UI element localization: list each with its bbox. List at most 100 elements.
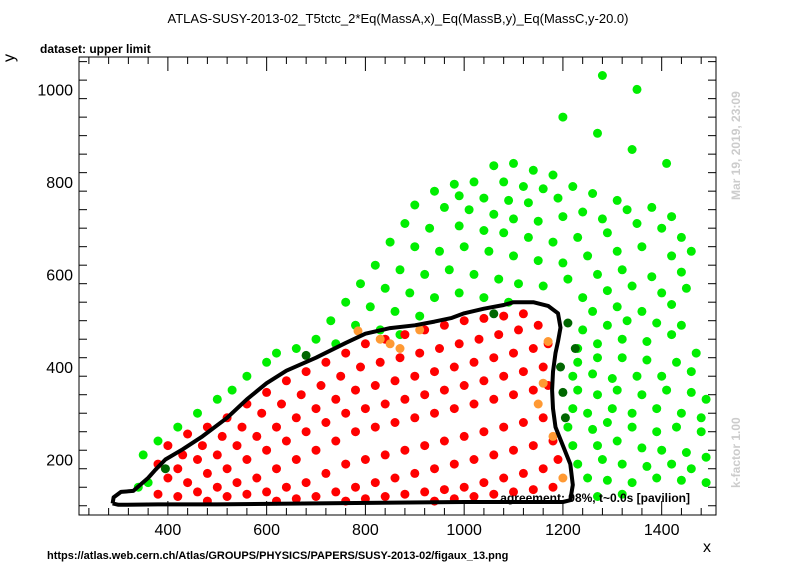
point-excluded — [173, 464, 183, 474]
point-allowed — [696, 427, 706, 437]
point-allowed — [676, 475, 686, 485]
plot-frame — [78, 56, 717, 516]
point-allowed — [652, 318, 662, 328]
point-excluded — [395, 353, 405, 363]
point-excluded — [242, 455, 252, 464]
point-excluded — [390, 473, 400, 483]
point-allowed — [509, 214, 518, 224]
y-axis-label: y — [1, 54, 18, 62]
point-allowed — [667, 251, 677, 261]
point-allowed — [681, 283, 691, 293]
point-allowed — [597, 214, 607, 224]
point-allowed — [573, 459, 583, 469]
point-allowed — [593, 390, 602, 400]
point-allowed — [657, 371, 667, 381]
point-allowed — [469, 177, 479, 187]
point-allowed — [647, 272, 657, 282]
point-allowed-disagree — [160, 464, 170, 474]
point-excluded — [509, 348, 518, 358]
point-allowed — [593, 269, 602, 279]
point-allowed — [523, 198, 533, 208]
point-allowed-disagree — [560, 413, 570, 423]
point-allowed — [479, 193, 489, 203]
point-excluded — [197, 441, 207, 451]
point-excluded — [163, 473, 173, 483]
point-allowed — [365, 302, 375, 312]
point-excluded — [538, 362, 548, 372]
point-allowed — [395, 265, 405, 275]
point-allowed — [528, 165, 538, 175]
point-allowed — [696, 413, 706, 423]
point-excluded — [291, 494, 301, 504]
point-allowed — [341, 297, 351, 307]
point-allowed — [454, 191, 464, 201]
point-excluded — [459, 316, 469, 326]
point-allowed — [637, 242, 647, 252]
point-allowed — [627, 478, 637, 488]
point-excluded — [153, 489, 163, 499]
point-excluded — [518, 309, 528, 319]
point-allowed — [691, 348, 701, 358]
point-allowed — [454, 221, 464, 231]
point-allowed — [588, 189, 598, 198]
point-excluded — [400, 394, 410, 404]
point-excluded — [232, 441, 242, 451]
point-allowed — [588, 424, 598, 434]
point-excluded — [321, 357, 331, 367]
point-allowed — [380, 283, 390, 293]
point-allowed-disagree — [570, 344, 580, 353]
point-allowed — [602, 320, 612, 330]
point-excluded-disagree — [353, 326, 363, 336]
point-excluded — [301, 367, 311, 377]
point-excluded — [222, 464, 232, 474]
point-allowed — [607, 374, 617, 383]
point-allowed — [602, 228, 612, 238]
point-excluded — [380, 399, 390, 409]
point-excluded — [435, 344, 444, 353]
point-allowed — [642, 337, 652, 346]
point-excluded — [459, 431, 469, 441]
point-excluded — [341, 459, 351, 469]
point-allowed-disagree — [556, 362, 565, 372]
point-allowed — [212, 394, 222, 404]
point-allowed — [602, 286, 612, 296]
point-allowed — [499, 177, 509, 187]
point-excluded — [459, 482, 469, 492]
point-allowed — [701, 452, 711, 462]
point-excluded — [331, 436, 341, 446]
point-excluded — [430, 464, 439, 474]
point-excluded — [356, 362, 365, 372]
point-allowed — [676, 320, 686, 330]
point-allowed — [593, 441, 602, 451]
point-allowed — [662, 385, 672, 395]
point-allowed — [533, 216, 543, 226]
point-excluded — [479, 376, 489, 386]
point-excluded — [430, 367, 439, 377]
point-excluded — [370, 381, 380, 390]
point-allowed — [701, 394, 711, 404]
point-allowed — [632, 219, 642, 228]
point-excluded — [222, 492, 232, 501]
point-excluded — [553, 455, 563, 464]
x-axis-label: x — [703, 539, 711, 556]
point-excluded — [489, 489, 499, 499]
point-allowed — [686, 387, 696, 397]
point-excluded — [331, 394, 341, 404]
y-tick-label: 1000 — [37, 82, 73, 99]
point-allowed — [642, 355, 652, 365]
point-excluded — [291, 413, 301, 423]
point-excluded — [509, 445, 518, 455]
point-excluded — [360, 404, 370, 414]
point-excluded — [301, 478, 311, 488]
point-allowed — [667, 212, 677, 222]
point-excluded — [163, 441, 173, 451]
point-allowed — [153, 436, 163, 446]
point-allowed — [686, 464, 696, 474]
point-allowed — [504, 195, 514, 205]
point-excluded-disagree — [385, 339, 395, 349]
point-allowed — [652, 473, 662, 483]
point-excluded — [380, 492, 390, 501]
point-excluded — [217, 431, 227, 441]
x-tick-label: 1000 — [446, 522, 482, 539]
point-excluded — [252, 431, 262, 441]
